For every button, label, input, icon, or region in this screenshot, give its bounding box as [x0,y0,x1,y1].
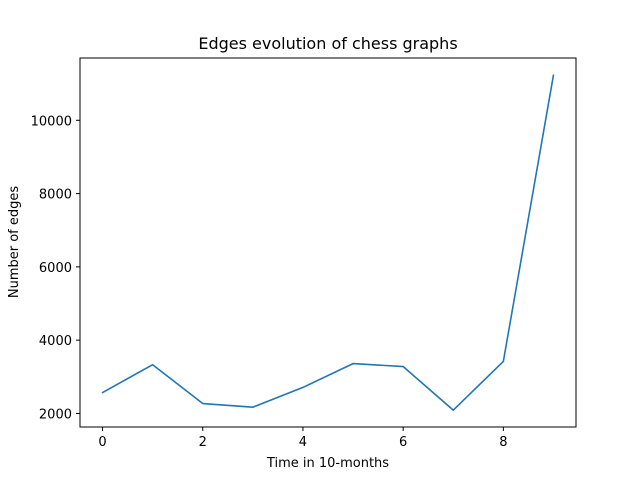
y-tick-label: 4000 [39,334,72,349]
y-tick-label: 10000 [31,114,72,129]
plot-area-frame [79,57,577,428]
x-tick-label: 0 [98,435,106,450]
chart-title: Edges evolution of chess graphs [198,34,457,53]
y-tick-label: 2000 [39,407,72,422]
y-axis-label: Number of edges [7,186,22,299]
x-tick-label: 6 [399,435,407,450]
x-tick-label: 4 [299,435,307,450]
x-axis-ticks: 0 2 4 6 8 [98,427,507,450]
series-line [101,74,555,411]
series-group [101,74,555,411]
y-axis-ticks: 2000 4000 6000 8000 10000 [31,114,80,422]
y-tick-label: 8000 [39,188,72,203]
y-tick-label: 6000 [39,261,72,276]
x-tick-label: 8 [499,435,507,450]
x-axis-label: Time in 10-months [266,456,389,471]
x-tick-label: 2 [199,435,207,450]
